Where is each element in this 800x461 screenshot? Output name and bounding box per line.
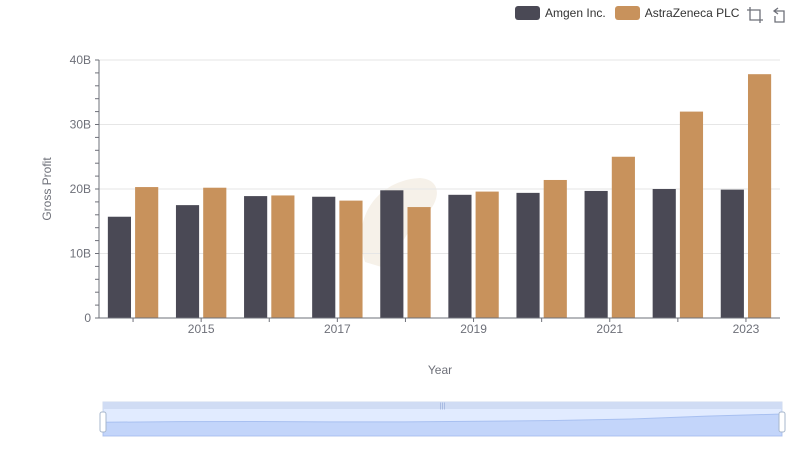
bar [271,195,295,318]
restore-icon[interactable] [772,6,790,24]
x-axis-title: Year [428,363,452,377]
legend-label-astrazeneca: AstraZeneca PLC [644,6,740,20]
x-tick-label: 2023 [733,322,760,336]
bar [652,189,676,318]
zoom-icon[interactable] [746,6,764,24]
y-tick-label: 30B [70,118,91,132]
legend-swatch-astrazeneca [614,6,640,20]
y-tick-label: 40B [70,53,91,67]
bar [747,74,772,318]
bar [584,190,608,318]
y-tick-label: 20B [70,182,91,196]
bar [475,191,499,318]
x-tick-label: 2015 [188,322,215,336]
bar [203,187,227,318]
x-tick-label: 2021 [596,322,623,336]
y-tick-label: 0 [84,311,91,325]
zoom-move-bar [103,402,782,409]
y-axis-ticks: 0 10B 20B 30B 40B [70,53,92,325]
legend: Amgen Inc. AstraZeneca PLC [515,4,748,22]
bar [107,216,132,318]
bar [407,207,431,318]
bar [312,196,336,318]
axes [95,59,780,319]
x-axis-ticks: 2015 2017 2019 2021 2023 [132,318,760,336]
zoom-handle [778,411,786,433]
bar [516,192,540,318]
y-tick-label: 10B [70,247,91,261]
data-zoom-slider[interactable]: ||| [99,401,786,437]
zoom-grip: ||| [440,403,446,410]
bar [135,187,159,318]
legend-item-astrazeneca[interactable]: AstraZeneca PLC [614,6,740,20]
x-tick-label: 2017 [324,322,351,336]
bar [679,111,704,318]
legend-label-amgen: Amgen Inc. [545,6,606,20]
bar [244,196,268,318]
bar [543,179,567,318]
toolbox [746,6,798,24]
y-axis-title: Gross Profit [40,157,54,221]
bar [720,189,744,318]
bar [611,156,635,318]
x-tick-label: 2019 [460,322,487,336]
zoom-handle [99,411,107,433]
bar [380,190,404,318]
grid-lines [99,59,780,254]
bar [175,205,200,318]
legend-swatch-amgen [515,6,540,20]
bars [107,74,772,318]
legend-item-amgen[interactable]: Amgen Inc. [515,6,606,20]
bar [339,200,363,318]
bar [448,194,472,318]
